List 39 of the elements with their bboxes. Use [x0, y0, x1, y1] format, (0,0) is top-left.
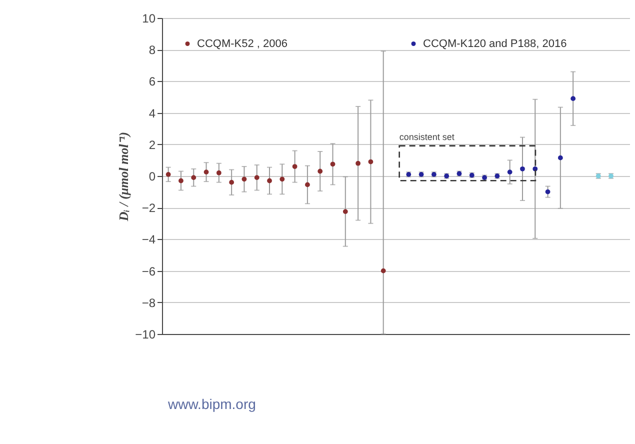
annotation: consistent set: [399, 132, 455, 142]
point: [242, 176, 247, 182]
y-tick-label: −2: [142, 201, 156, 216]
point: [507, 170, 512, 174]
point: [520, 166, 525, 172]
point: [166, 172, 171, 177]
point: [254, 175, 260, 180]
y-tick-label: 10: [142, 12, 156, 26]
y-axis-title: Dᵢ / (μmol mol⁻¹): [116, 132, 132, 222]
y-tick-label: −6: [142, 264, 156, 278]
text: www.bipm.org: [168, 396, 256, 412]
point: [558, 155, 563, 160]
y-tick-label: −10: [135, 328, 156, 342]
y-tick-label: 0: [148, 170, 156, 184]
legend-label: CCQM-K52 , 2006: [197, 38, 288, 50]
point: [330, 162, 336, 167]
point: [216, 170, 222, 176]
point: [267, 178, 272, 184]
y-tick-label: 2: [148, 138, 156, 152]
point: [305, 182, 310, 188]
point: [191, 175, 196, 180]
y-tick-label: −4: [142, 232, 156, 247]
legend-label: CCQM-K120 and P188, 2016: [423, 38, 567, 50]
y-tick-label: 6: [148, 74, 156, 89]
y-tick-label: 4: [148, 106, 156, 120]
point: [545, 189, 550, 194]
point: [380, 268, 386, 274]
point: [292, 164, 298, 169]
point: [368, 159, 374, 164]
y-tick-label: 8: [148, 43, 156, 58]
point: [318, 168, 323, 174]
point: [570, 96, 576, 102]
y-tick-label: −8: [142, 296, 156, 310]
point: [280, 176, 285, 182]
point: [342, 209, 348, 214]
point: [204, 170, 209, 174]
point: [229, 180, 234, 185]
point: [356, 160, 361, 166]
point: [178, 178, 184, 184]
